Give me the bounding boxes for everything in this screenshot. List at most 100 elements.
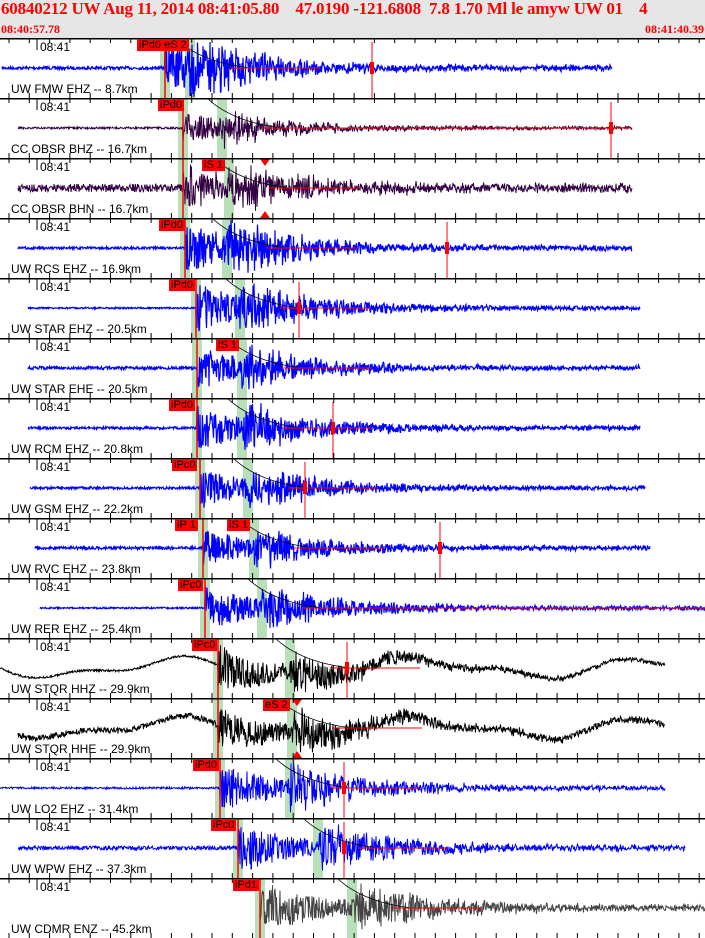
time-label: 08:41 bbox=[40, 880, 71, 894]
waveform-trace bbox=[34, 530, 651, 569]
waveform-trace bbox=[1, 41, 613, 97]
waveform-trace bbox=[17, 707, 665, 753]
phase-pick-label[interactable]: iS 1 bbox=[202, 159, 225, 171]
trace-panel[interactable]: 08:41 UW LO2 EHZ -- 31.4km iPd0 bbox=[0, 758, 705, 818]
waveform-trace bbox=[259, 883, 705, 930]
trace-panel[interactable]: 08:41 CC OBSR BHN -- 16.7km iS 1 bbox=[0, 158, 705, 218]
phase-pick-label[interactable]: iPc0 bbox=[178, 579, 204, 591]
trace-panel[interactable]: 08:41 UW WPW EHZ -- 37.3km iPc0 bbox=[0, 818, 705, 878]
station-label: UW GSM EHZ -- 22.2km bbox=[11, 502, 144, 516]
phase-pick-label[interactable]: iPd0 bbox=[169, 279, 196, 291]
amplitude-marker-box bbox=[342, 842, 346, 854]
trace-panel[interactable]: 08:41 UW FMW EHZ -- 8.7km iPd0 eS 2 bbox=[0, 38, 705, 98]
pick-triangle-icon bbox=[292, 751, 302, 758]
pick-window bbox=[217, 98, 227, 158]
seismogram bbox=[0, 278, 705, 338]
amplitude-marker-box bbox=[438, 542, 442, 554]
amplitude-marker-box bbox=[445, 242, 449, 254]
seismogram bbox=[0, 758, 705, 818]
amplitude-marker-box bbox=[331, 422, 335, 434]
phase-pick-label[interactable]: iPd0 bbox=[159, 219, 186, 231]
time-label: 08:41 bbox=[40, 640, 71, 654]
amplitude-marker-box bbox=[609, 122, 613, 134]
phase-pick-label[interactable]: iS 1 bbox=[216, 339, 239, 351]
trace-panel[interactable]: 08:41 UW STAR EHE -- 20.5km iS 1 bbox=[0, 338, 705, 398]
trace-panel[interactable]: 08:41 UW STAR EHZ -- 20.5km iPd0 bbox=[0, 278, 705, 338]
pick-window bbox=[243, 458, 253, 518]
phase-pick-label[interactable]: iPd1 bbox=[233, 879, 260, 891]
phase-pick-label[interactable]: iPc0 bbox=[192, 639, 218, 651]
time-label: 08:41 bbox=[40, 520, 71, 534]
seismogram bbox=[0, 878, 705, 938]
phase-pick-label[interactable]: iPd0 eS 2 bbox=[137, 39, 189, 51]
phase-pick-label[interactable]: iPd0 bbox=[158, 99, 185, 111]
seismogram bbox=[0, 218, 705, 278]
pick-triangle-icon bbox=[292, 699, 302, 706]
pick-window bbox=[257, 578, 267, 638]
trace-panel[interactable]: 08:41 UW GSM EHZ -- 22.2km iPc0 bbox=[0, 458, 705, 518]
seismogram bbox=[0, 578, 705, 638]
amplitude-marker-box bbox=[370, 62, 374, 74]
event-title: 60840212 UW Aug 11, 2014 08:41:05.80 47.… bbox=[1, 0, 648, 18]
seismogram bbox=[0, 158, 705, 218]
time-label: 08:41 bbox=[40, 580, 71, 594]
seismogram bbox=[0, 98, 705, 158]
trace-panel[interactable]: 08:41 UW STQR HHE -- 29.9km eS 2 bbox=[0, 698, 705, 758]
phase-pick-label[interactable]: iP 1 bbox=[175, 519, 198, 531]
travel-time-curve bbox=[224, 278, 301, 309]
amplitude-marker-box bbox=[345, 662, 349, 674]
pick-triangle-icon bbox=[260, 159, 270, 166]
travel-time-curve bbox=[302, 818, 379, 849]
trace-panel[interactable]: 08:41 UW RCS EHZ -- 16.9km iPd0 bbox=[0, 218, 705, 278]
amplitude-marker-box bbox=[342, 782, 346, 794]
phase-pick-label[interactable]: iPd0 bbox=[169, 399, 196, 411]
amplitude-marker-box bbox=[297, 302, 301, 314]
travel-time-curve bbox=[274, 758, 351, 789]
station-label: UW STQR HHZ -- 29.9km bbox=[11, 682, 150, 696]
seismogram bbox=[0, 38, 705, 98]
station-label: UW STAR EHE -- 20.5km bbox=[11, 382, 148, 396]
trace-panel[interactable]: 08:41 CC OBSR BHZ -- 16.7km iPd0 bbox=[0, 98, 705, 158]
station-label: UW WPW EHZ -- 37.3km bbox=[11, 862, 147, 876]
seismogram bbox=[0, 458, 705, 518]
trace-panels: 08:41 UW FMW EHZ -- 8.7km iPd0 eS 2 08:41 CC… bbox=[0, 38, 705, 938]
station-label: UW STAR EHZ -- 20.5km bbox=[11, 322, 147, 336]
trace-panel[interactable]: 08:41 UW RCM EHZ -- 20.8km iPd0 bbox=[0, 398, 705, 458]
trace-panel[interactable]: 08:41 UW RER EHZ -- 25.4km iPc0 bbox=[0, 578, 705, 638]
waveform-trace bbox=[17, 220, 633, 273]
phase-pick-label[interactable]: eS 2 bbox=[263, 699, 290, 711]
trace-panel[interactable]: 08:41 UW CDMR ENZ -- 45.2km iPd1 bbox=[0, 878, 705, 938]
station-label: UW RVC EHZ -- 23.8km bbox=[11, 562, 141, 576]
station-label: UW RER EHZ -- 25.4km bbox=[11, 622, 142, 636]
time-label: 08:41 bbox=[40, 280, 71, 294]
amplitude-marker-box bbox=[303, 482, 307, 494]
trace-panel[interactable]: 08:41 UW RVC EHZ -- 23.8km iP 1 iS 1 bbox=[0, 518, 705, 578]
window-end-time: 08:41:40.39 bbox=[645, 22, 704, 36]
station-label: CC OBSR BHZ -- 16.7km bbox=[11, 142, 148, 156]
time-label: 08:41 bbox=[40, 220, 71, 234]
waveform-trace bbox=[39, 586, 705, 628]
station-label: CC OBSR BHN -- 16.7km bbox=[11, 202, 149, 216]
time-label: 08:41 bbox=[40, 760, 71, 774]
phase-pick-label[interactable]: iPd0 bbox=[193, 759, 220, 771]
waveform-trace bbox=[17, 111, 633, 149]
phase-pick-label[interactable]: iPc0 bbox=[172, 459, 198, 471]
time-label: 08:41 bbox=[40, 460, 71, 474]
trace-panel[interactable]: 08:41 UW STQR HHZ -- 29.9km iPc0 bbox=[0, 638, 705, 698]
waveform-trace bbox=[0, 762, 666, 813]
time-label: 08:41 bbox=[40, 100, 71, 114]
waveform-trace bbox=[29, 471, 646, 509]
phase-pick-label[interactable]: iPc0 bbox=[211, 819, 237, 831]
station-label: UW LO2 EHZ -- 31.4km bbox=[11, 802, 139, 816]
station-label: UW RCM EHZ -- 20.8km bbox=[11, 442, 143, 456]
pick-window bbox=[222, 218, 232, 278]
seismogram bbox=[0, 398, 705, 458]
travel-time-curve bbox=[336, 878, 413, 909]
waveform-trace bbox=[27, 344, 641, 390]
station-label: UW RCS EHZ -- 16.9km bbox=[11, 262, 142, 276]
station-label: UW STQR HHE -- 29.9km bbox=[11, 742, 151, 756]
station-label: UW CDMR ENZ -- 45.2km bbox=[11, 922, 152, 936]
pick-triangle-icon bbox=[260, 211, 270, 218]
time-label: 08:41 bbox=[40, 160, 71, 174]
phase-pick-label[interactable]: iS 1 bbox=[227, 519, 250, 531]
